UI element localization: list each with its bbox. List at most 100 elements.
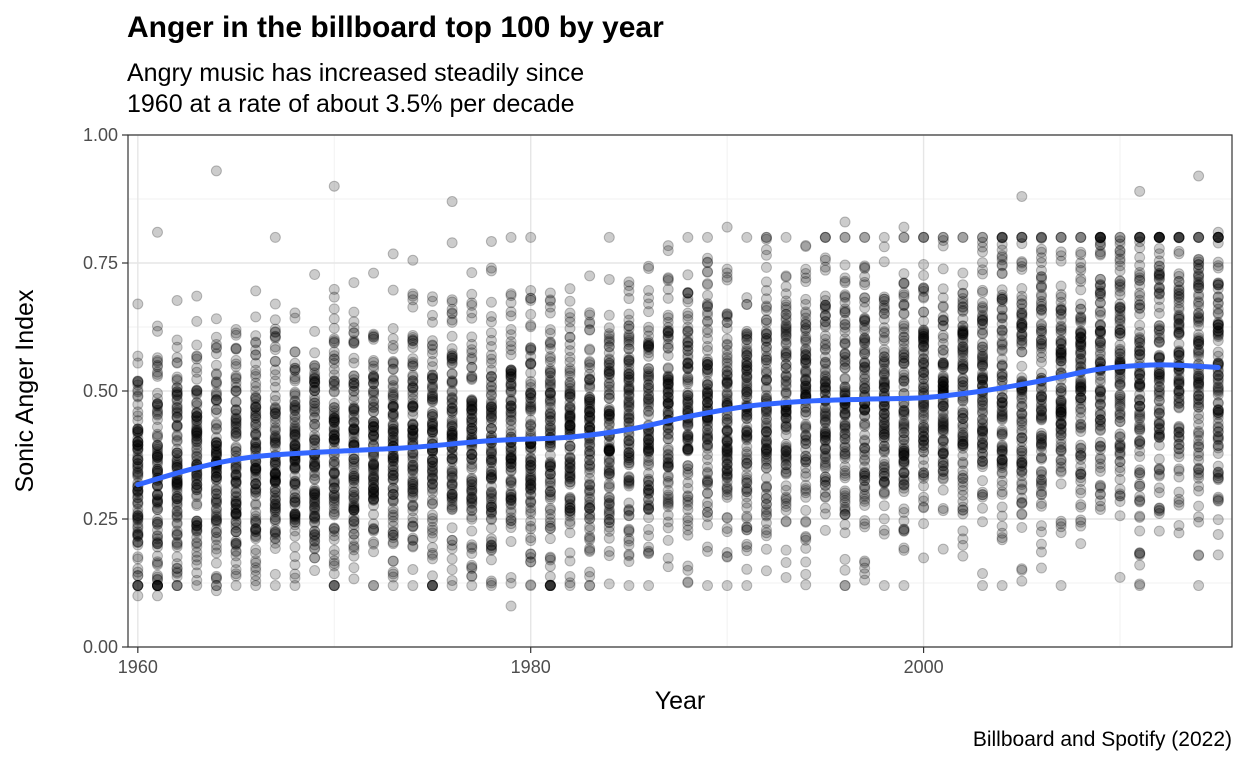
data-point	[368, 508, 380, 520]
data-point-extreme	[721, 580, 733, 592]
data-point	[839, 420, 851, 432]
data-point	[760, 543, 772, 555]
data-point	[191, 386, 203, 398]
data-point	[171, 528, 183, 540]
data-point	[191, 435, 203, 447]
data-point	[210, 390, 222, 402]
data-point	[191, 415, 203, 427]
data-point	[918, 414, 930, 426]
data-point	[191, 448, 203, 460]
data-point	[525, 520, 537, 532]
data-point	[662, 442, 674, 454]
data-point	[957, 489, 969, 501]
data-point	[171, 434, 183, 446]
data-point	[878, 580, 890, 592]
data-point-extreme	[132, 590, 144, 602]
data-point	[328, 530, 340, 542]
data-point	[171, 386, 183, 398]
data-point	[151, 516, 163, 528]
data-point	[171, 443, 183, 455]
data-point	[132, 391, 144, 403]
data-point	[937, 464, 949, 476]
data-point	[839, 259, 851, 271]
data-point	[210, 570, 222, 582]
data-point	[996, 267, 1008, 279]
data-point	[210, 341, 222, 353]
data-point	[485, 522, 497, 534]
data-point	[996, 501, 1008, 513]
data-point	[250, 544, 262, 556]
data-point	[348, 472, 360, 484]
data-point	[603, 497, 615, 509]
data-point	[132, 428, 144, 440]
data-point	[819, 261, 831, 273]
data-point	[151, 574, 163, 586]
data-point	[171, 447, 183, 459]
data-point	[171, 477, 183, 489]
data-point	[996, 254, 1008, 266]
data-point	[446, 237, 458, 249]
data-point	[721, 512, 733, 524]
data-point	[151, 502, 163, 514]
data-point	[328, 369, 340, 381]
data-point	[387, 568, 399, 580]
data-point	[132, 440, 144, 452]
chart-subtitle-line-2: 1960 at a rate of about 3.5% per decade	[127, 90, 575, 118]
data-point	[151, 580, 163, 592]
data-point	[151, 452, 163, 464]
data-point	[564, 505, 576, 517]
data-point	[1075, 468, 1087, 480]
data-point	[977, 328, 989, 340]
data-point	[505, 493, 517, 505]
data-point	[859, 442, 871, 454]
data-point	[1035, 403, 1047, 415]
data-point	[250, 368, 262, 380]
data-point	[918, 491, 930, 503]
data-point	[1035, 453, 1047, 465]
data-point	[171, 498, 183, 510]
data-point	[544, 580, 556, 592]
data-point	[151, 518, 163, 530]
data-point	[819, 363, 831, 375]
data-point	[643, 298, 655, 310]
data-point	[505, 310, 517, 322]
data-point	[328, 313, 340, 325]
data-point	[171, 480, 183, 492]
data-point	[171, 356, 183, 368]
data-point	[328, 353, 340, 365]
data-point	[407, 429, 419, 441]
data-point	[151, 504, 163, 516]
data-point	[466, 331, 478, 343]
data-point	[957, 394, 969, 406]
data-point	[309, 360, 321, 372]
data-point	[269, 344, 281, 356]
data-point	[918, 356, 930, 368]
data-point	[171, 536, 183, 548]
data-point	[603, 231, 615, 243]
data-point	[937, 543, 949, 555]
data-point	[957, 413, 969, 425]
data-point	[289, 363, 301, 375]
data-point	[800, 437, 812, 449]
data-point	[485, 462, 497, 474]
data-point	[171, 412, 183, 424]
data-point	[682, 577, 694, 589]
data-point	[191, 520, 203, 532]
data-point	[957, 465, 969, 477]
data-point	[191, 438, 203, 450]
data-point	[1035, 538, 1047, 550]
data-point	[368, 580, 380, 592]
data-point	[151, 529, 163, 541]
data-point	[564, 391, 576, 403]
data-point	[898, 323, 910, 335]
data-point	[132, 350, 144, 362]
data-point	[387, 391, 399, 403]
data-point	[996, 439, 1008, 451]
data-point	[1075, 231, 1087, 243]
data-point	[485, 417, 497, 429]
data-point	[132, 528, 144, 540]
data-point	[1016, 508, 1028, 520]
data-point	[957, 403, 969, 415]
data-point	[859, 231, 871, 243]
data-point	[859, 518, 871, 530]
